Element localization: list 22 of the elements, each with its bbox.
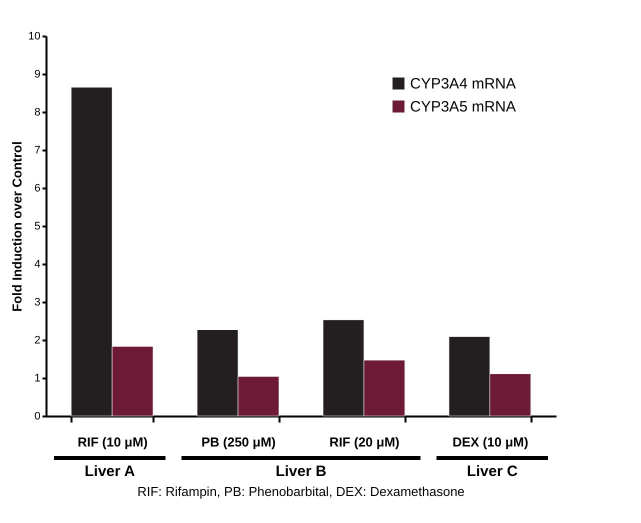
- text: Liver A: [84, 463, 136, 480]
- y-axis-title: Fold Induction over Control: [9, 141, 24, 312]
- x-tick-label: RIF (10 μM): [78, 434, 148, 450]
- x-tick-label: PB (250 μM): [201, 434, 276, 450]
- y-tick-label: 4: [34, 258, 40, 270]
- y-tick-label: 7: [34, 144, 40, 156]
- legend-label: CYP3A5 mRNA: [410, 98, 516, 116]
- text: RIF: Rifampin, PB: Phenobarbital, DEX: Dexamethasone: [137, 484, 465, 499]
- y-tick-label: 0: [34, 410, 40, 422]
- y-tick-label: 6: [34, 182, 40, 194]
- x-tick-label: RIF (20 μM): [329, 434, 400, 450]
- legend-label: CYP3A4 mRNA: [410, 76, 516, 92]
- y-tick-label: 9: [34, 68, 40, 80]
- text: Liver C: [466, 463, 518, 480]
- text: Liver B: [276, 463, 327, 480]
- y-tick-label: 10: [28, 30, 40, 42]
- y-tick-label: 1: [34, 372, 40, 384]
- y-tick-label: 8: [34, 106, 40, 118]
- x-tick-label: DEX (10 μM): [452, 434, 528, 450]
- y-tick-label: 3: [34, 296, 40, 308]
- y-tick-label: 5: [34, 220, 40, 232]
- y-tick-label: 2: [34, 334, 40, 346]
